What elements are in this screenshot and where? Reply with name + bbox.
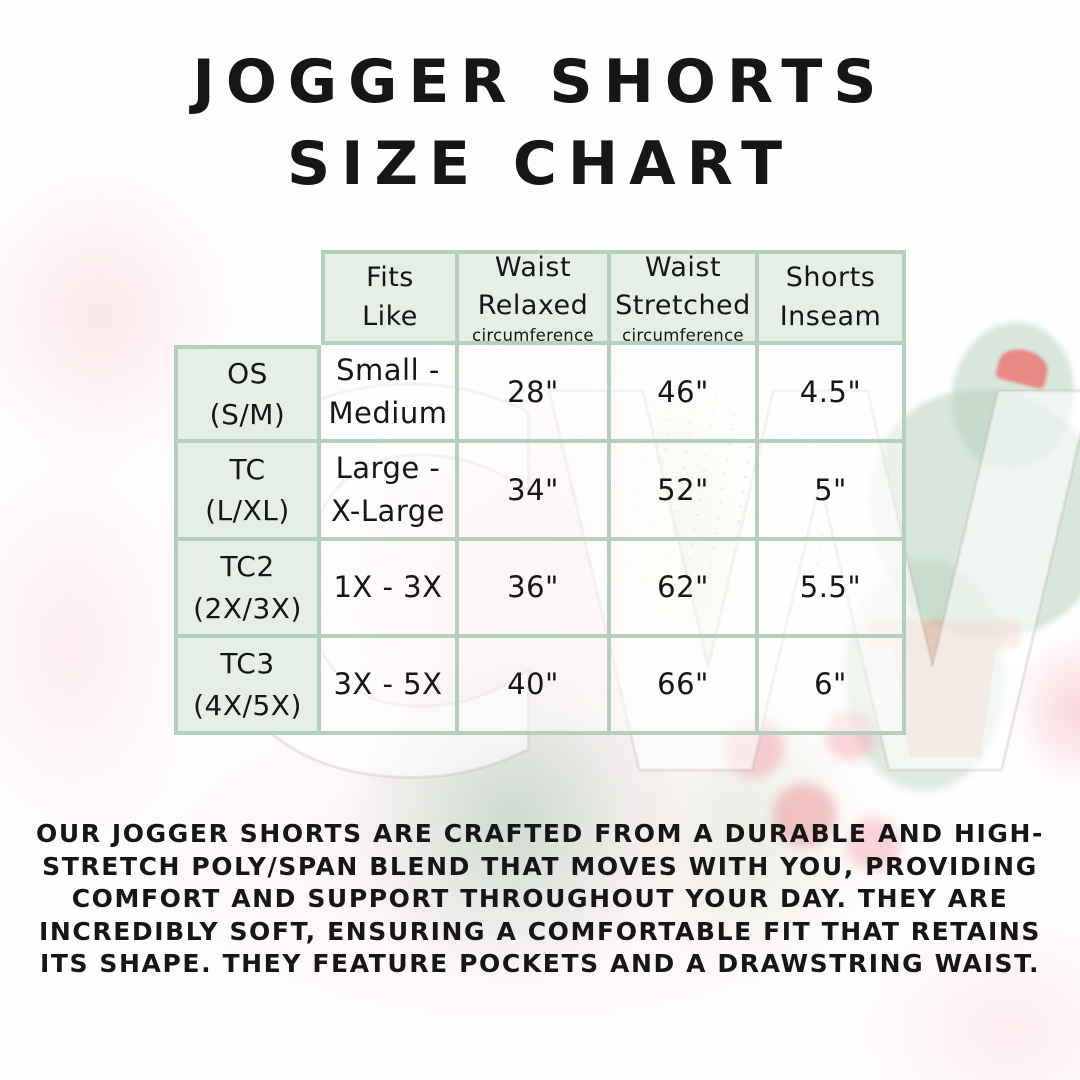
cell-line: TC (229, 452, 266, 486)
row-header-tc3: TC3 (4X/5X) (174, 638, 321, 735)
cell-line: 62" (657, 570, 709, 605)
cell-line: Large - (335, 451, 441, 486)
cell-line: (S/M) (209, 398, 286, 431)
cell-tc2-shorts-inseam: 5.5" (759, 541, 906, 638)
description-line: STRETCH POLY/SPAN BLEND THAT MOVES WITH … (42, 851, 1038, 881)
header-line: Waist (494, 251, 572, 283)
cell-line: 52" (657, 472, 709, 507)
cell-line: (2X/3X) (193, 591, 302, 625)
row-header-tc2: TC2 (2X/3X) (174, 541, 321, 638)
cell-line: Small - (336, 353, 440, 388)
table-corner-spacer (174, 250, 321, 345)
cell-line: (4X/5X) (193, 688, 302, 722)
cell-line: (L/XL) (205, 494, 290, 527)
cell-line: 66" (657, 667, 709, 702)
plant-pot-icon (893, 646, 997, 758)
title-line-1: JOGGER SHORTS (192, 47, 888, 117)
cell-tc2-waist-relaxed: 36" (459, 541, 611, 638)
cell-line: 34" (507, 472, 559, 507)
product-description: OUR JOGGER SHORTS ARE CRAFTED FROM A DUR… (0, 818, 1080, 981)
header-line: Stretched (615, 290, 751, 322)
cell-line: Medium (328, 396, 448, 430)
header-line: Relaxed (477, 290, 589, 322)
row-header-os: OS (S/M) (174, 345, 321, 443)
cell-line: 6" (814, 667, 847, 702)
cell-tc-waist-stretched: 52" (611, 443, 759, 541)
header-line: Shorts (785, 262, 876, 294)
header-line: Inseam (779, 300, 882, 332)
cell-os-waist-relaxed: 28" (459, 345, 611, 443)
col-header-waist-stretched: Waist Stretched circumference (611, 250, 759, 345)
header-line: Fits (366, 262, 414, 294)
header-line: Like (362, 300, 418, 332)
cell-line: 5.5" (799, 570, 862, 605)
col-header-fits-like: Fits Like (321, 250, 459, 345)
cell-os-shorts-inseam: 4.5" (759, 345, 906, 443)
cell-line: 40" (507, 667, 559, 702)
cell-line: 36" (507, 570, 559, 605)
cell-line: X-Large (331, 494, 445, 528)
cell-tc-fits-like: Large - X-Large (321, 443, 459, 541)
header-line: Waist (644, 251, 722, 283)
page-title: JOGGER SHORTS SIZE CHART (0, 42, 1080, 205)
title-line-2: SIZE CHART (286, 128, 794, 199)
description-line: OUR JOGGER SHORTS ARE CRAFTED FROM A DUR… (36, 819, 1044, 848)
col-header-shorts-inseam: Shorts Inseam (759, 250, 906, 345)
cell-tc-waist-relaxed: 34" (459, 443, 611, 541)
cell-tc2-fits-like: 1X - 3X (321, 541, 459, 638)
cell-tc-shorts-inseam: 5" (759, 443, 906, 541)
cell-tc3-waist-stretched: 66" (611, 638, 759, 735)
header-subtext: circumference (472, 326, 594, 346)
cell-line: 1X - 3X (333, 570, 443, 605)
cell-line: OS (227, 356, 268, 390)
cell-line: 28" (507, 374, 559, 409)
cell-line: 5" (814, 472, 847, 507)
col-header-waist-relaxed: Waist Relaxed circumference (459, 250, 611, 345)
description-line: ITS SHAPE. THEY FEATURE POCKETS AND A DR… (39, 949, 1041, 978)
size-chart-table: Fits Like Waist Relaxed circumference Wa… (174, 250, 906, 735)
cell-tc3-shorts-inseam: 6" (759, 638, 906, 735)
cell-tc3-fits-like: 3X - 5X (321, 638, 459, 735)
cell-line: 4.5" (799, 374, 862, 409)
cell-os-waist-stretched: 46" (611, 345, 759, 443)
description-line: INCREDIBLY SOFT, ENSURING A COMFORTABLE … (39, 916, 1041, 946)
cell-line: TC3 (220, 647, 275, 681)
cell-tc3-waist-relaxed: 40" (459, 638, 611, 735)
row-header-tc: TC (L/XL) (174, 443, 321, 541)
cell-line: 3X - 5X (333, 667, 443, 702)
cell-line: 46" (657, 374, 709, 409)
cell-tc2-waist-stretched: 62" (611, 541, 759, 638)
cell-os-fits-like: Small - Medium (321, 345, 459, 443)
cell-line: TC2 (220, 550, 275, 584)
description-line: COMFORT AND SUPPORT THROUGHOUT YOUR DAY.… (71, 884, 1009, 913)
header-subtext: circumference (622, 326, 744, 346)
